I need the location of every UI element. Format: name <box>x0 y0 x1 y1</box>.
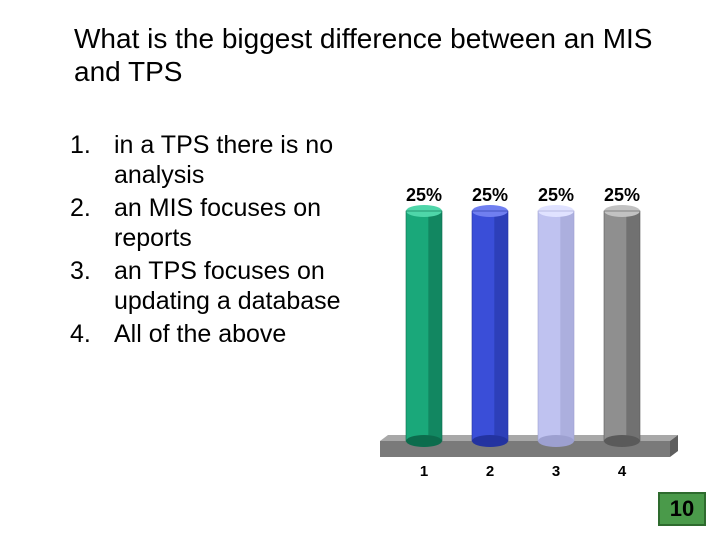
bar-axis-label: 2 <box>472 463 508 480</box>
bar-value-label: 25% <box>597 185 647 206</box>
answer-item: an TPS focuses on updating a database <box>70 257 400 316</box>
answer-item: All of the above <box>70 320 400 350</box>
bar-value-label: 25% <box>465 185 515 206</box>
answer-item: an MIS focuses on reports <box>70 194 400 253</box>
page-number-badge: 10 <box>658 492 706 526</box>
chart-svg <box>370 165 680 495</box>
answer-list: in a TPS there is no analysis an MIS foc… <box>30 131 400 354</box>
bar-value-label: 25% <box>399 185 449 206</box>
question-text: What is the biggest difference between a… <box>74 22 664 88</box>
answer-item: in a TPS there is no analysis <box>70 131 400 190</box>
bar-axis-label: 4 <box>604 463 640 480</box>
poll-chart: 25% 1 25% 2 25% 3 25% 4 <box>370 165 680 495</box>
bar-axis-label: 3 <box>538 463 574 480</box>
page-number: 10 <box>670 496 694 522</box>
bar-value-label: 25% <box>531 185 581 206</box>
bar-axis-label: 1 <box>406 463 442 480</box>
